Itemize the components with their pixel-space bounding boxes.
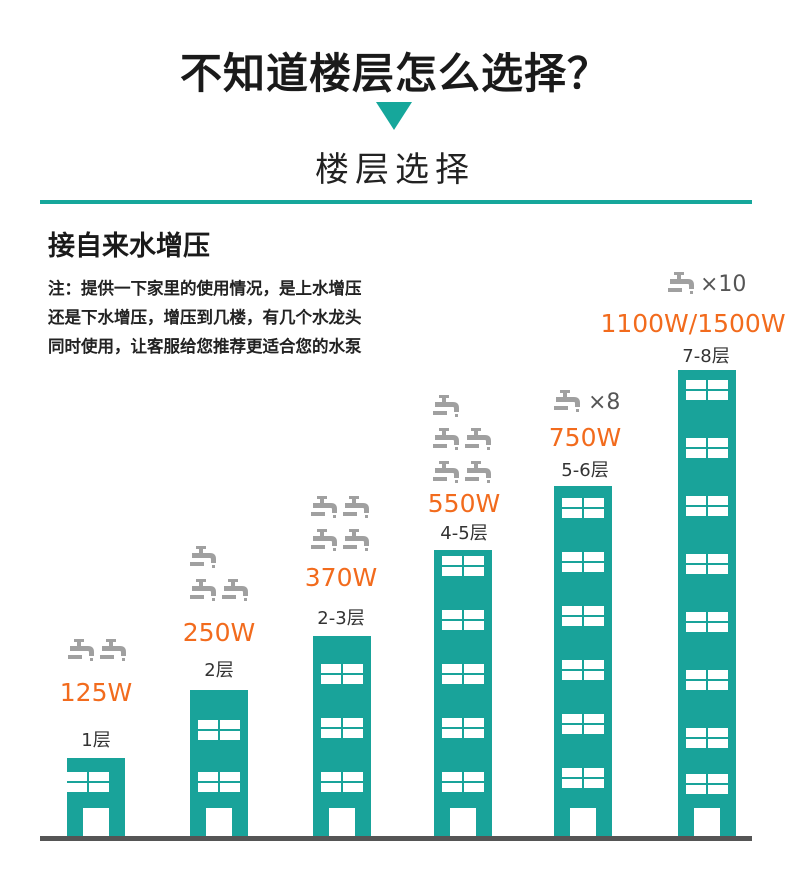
window xyxy=(562,768,604,788)
window xyxy=(321,664,363,684)
power-label: 370W xyxy=(304,563,378,592)
faucet-icon xyxy=(190,544,220,570)
section-title: 接自来水增压 xyxy=(48,231,210,262)
divider xyxy=(40,200,752,204)
faucet-icon xyxy=(433,426,463,452)
building-4 xyxy=(434,550,492,836)
faucet-icon xyxy=(190,577,220,603)
window xyxy=(67,772,109,792)
power-label: 125W xyxy=(59,678,133,707)
window xyxy=(442,556,484,576)
note-text: 注：提供一下家里的使用情况，是上水增压 还是下水增压，增压到几楼，有几个水龙头 … xyxy=(48,274,468,361)
note-line: 注：提供一下家里的使用情况，是上水增压 xyxy=(48,279,362,298)
window xyxy=(562,552,604,572)
door xyxy=(694,808,720,836)
floor-label: 4-5层 xyxy=(440,523,488,544)
page-title: 不知道楼层怎么选择？ xyxy=(179,49,610,98)
faucet-icon xyxy=(68,637,98,663)
window xyxy=(562,660,604,680)
window xyxy=(686,728,728,748)
door xyxy=(329,808,355,836)
window xyxy=(198,772,240,792)
door xyxy=(83,808,109,836)
power-label: 750W xyxy=(548,423,622,452)
power-label: 250W xyxy=(182,618,256,647)
faucet-icon xyxy=(222,577,252,603)
faucet-icon xyxy=(668,270,698,296)
window xyxy=(562,498,604,518)
tap-count: ×8 xyxy=(588,390,621,415)
faucet-icon xyxy=(465,459,495,485)
faucet-icon xyxy=(343,494,373,520)
door xyxy=(450,808,476,836)
window xyxy=(442,772,484,792)
window xyxy=(686,380,728,400)
tap-count: ×10 xyxy=(700,272,747,297)
window xyxy=(562,606,604,626)
window xyxy=(686,670,728,690)
floor-label: 7-8层 xyxy=(682,346,730,367)
window xyxy=(442,718,484,738)
window xyxy=(321,718,363,738)
building-5 xyxy=(554,486,612,836)
window xyxy=(442,610,484,630)
window xyxy=(442,664,484,684)
building-3 xyxy=(313,636,371,836)
page-subtitle: 楼层选择 xyxy=(315,150,475,190)
window xyxy=(198,720,240,740)
faucet-icon xyxy=(343,527,373,553)
window xyxy=(686,774,728,794)
window xyxy=(686,554,728,574)
faucet-icon xyxy=(433,459,463,485)
faucet-icon xyxy=(311,494,341,520)
building-6 xyxy=(678,370,736,836)
power-label: 550W xyxy=(427,489,501,518)
door xyxy=(570,808,596,836)
faucet-icon xyxy=(311,527,341,553)
window xyxy=(686,438,728,458)
window xyxy=(321,772,363,792)
window xyxy=(686,496,728,516)
power-label: 1100W/1500W xyxy=(600,309,786,338)
faucet-icon xyxy=(100,637,130,663)
faucet-icon xyxy=(554,388,584,414)
faucet-icon xyxy=(433,393,463,419)
ground-line xyxy=(40,836,752,841)
floor-label: 1层 xyxy=(81,730,111,751)
floor-label: 2层 xyxy=(204,660,234,681)
window xyxy=(686,612,728,632)
building-1 xyxy=(67,758,125,836)
note-line: 同时使用，让客服给您推荐更适合您的水泵 xyxy=(48,337,362,356)
down-arrow-icon xyxy=(376,102,412,130)
building-2 xyxy=(190,690,248,836)
floor-label: 2-3层 xyxy=(317,608,365,629)
note-line: 还是下水增压，增压到几楼，有几个水龙头 xyxy=(48,308,362,327)
door xyxy=(206,808,232,836)
faucet-icon xyxy=(465,426,495,452)
window xyxy=(562,714,604,734)
floor-label: 5-6层 xyxy=(561,460,609,481)
